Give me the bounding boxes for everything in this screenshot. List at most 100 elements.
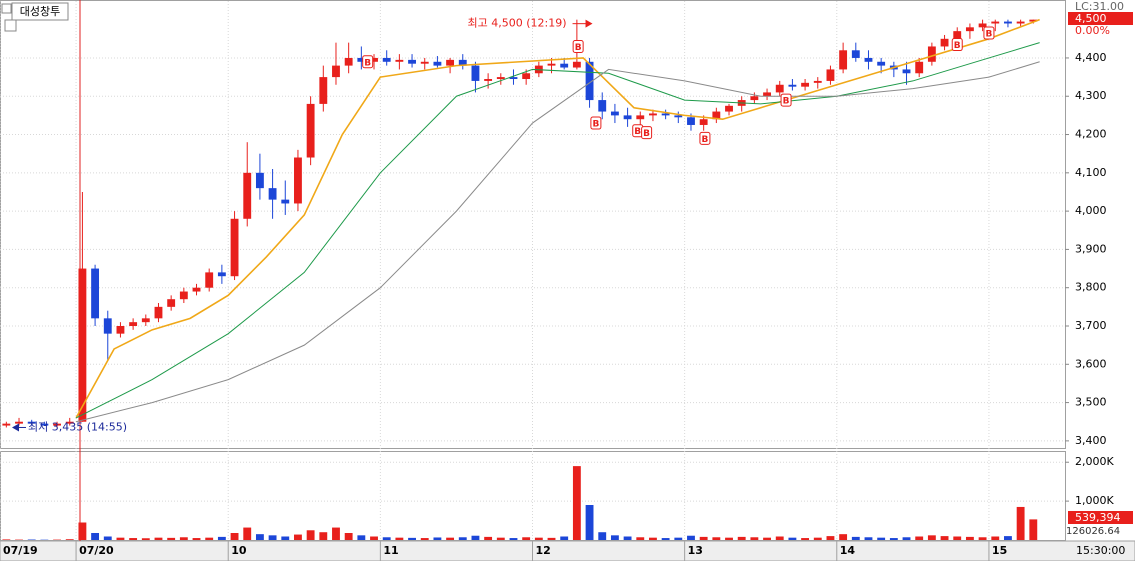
candle-body [763,92,771,96]
volume-bar [852,537,860,540]
candle-body [218,272,226,276]
x-tick-label: 13 [688,544,703,557]
volume-bar [814,538,822,540]
volume-bar [1029,519,1037,540]
volume-bar [839,534,847,540]
candle-body [611,112,619,116]
candle-body [827,69,835,80]
candle-body [649,113,657,115]
y-tick-label: 4,300 [1075,89,1107,102]
candle-body [395,60,403,62]
volume-bar [738,537,746,540]
volume-bar [903,537,911,540]
candle-body [928,46,936,61]
time-axis-band [0,541,1135,561]
candle-body [662,113,670,115]
candle-body [725,106,733,112]
volume-bar [307,530,315,540]
y-tick-label: 3,900 [1075,242,1107,255]
volume-bar [155,538,163,540]
candle-body [231,219,239,276]
volume-bar [560,537,568,540]
y-tick-label: 4,000 [1075,204,1107,217]
buy-marker-label: B [783,97,790,107]
candle-body [484,79,492,81]
volume-bar [1017,507,1025,540]
candle-body [433,62,441,66]
volume-bar [104,537,112,540]
candle-body [687,117,695,125]
volume-ma: 126026.64 [1066,526,1120,537]
volume-bar [611,535,619,540]
volume-bar [865,537,873,540]
y-tick-label: 3,400 [1075,434,1107,447]
x-tick-label: 10 [231,544,247,557]
volume-bar [827,536,835,540]
annotation: 최저 3,435 (14:55) [28,420,127,433]
volume-bar [281,537,289,540]
volume-bar [357,535,365,540]
volume-bar [459,537,467,540]
volume-bar [687,536,695,540]
volume-bar [117,538,125,540]
candle-body [865,58,873,62]
buy-marker-label: B [701,135,708,145]
volume-bar [256,534,264,540]
annotation: 최고 4,500 (12:19) [468,17,567,30]
candle-body [814,81,822,83]
candle-body [256,173,264,188]
candle-body [15,422,23,424]
volume-bar [319,532,327,540]
volume-bar [433,537,441,540]
volume-bar [801,538,809,540]
x-tick-label: 11 [383,544,398,557]
volume-bar [877,538,885,540]
candle-body [205,272,213,287]
volume-bar [662,538,670,540]
candle-body [903,69,911,73]
candle-body [1017,22,1025,24]
volume-bar [636,537,644,540]
buy-marker-label: B [592,120,599,130]
candle-body [2,424,10,426]
candle-body [142,318,150,322]
volume-last: 539,394 [1075,511,1121,524]
candle-body [953,31,961,39]
volume-bar [890,538,898,540]
volume-bar [294,535,302,540]
volume-bar [129,538,137,540]
candle-body [332,66,340,77]
table-icon[interactable] [5,20,16,31]
candle-body [167,299,175,307]
y-tick-label: 3,600 [1075,357,1107,370]
volume-bar [180,537,188,540]
candle-body [788,85,796,87]
candle-body [915,62,923,73]
volume-bar [383,537,391,540]
x-tick-label: 07/20 [79,544,114,557]
volume-bar [269,535,277,540]
time-label: 15:30:00 [1076,544,1125,557]
y-tick-label: 2,000K [1075,455,1114,468]
volume-bar [142,538,150,540]
buy-marker-label: B [575,43,582,53]
y-tick-label: 4,100 [1075,166,1107,179]
y-tick-label: 4,400 [1075,51,1107,64]
volume-bar [979,537,987,540]
candle-body [522,73,530,79]
change: 0.00% [1075,24,1110,37]
volume-bar [586,505,594,540]
volume-bar [472,536,480,540]
volume-bar [78,523,86,540]
candle-body [674,115,682,117]
panel-icon[interactable] [2,4,11,13]
candle-body [497,77,505,79]
candle-body [941,39,949,47]
volume-bar [788,538,796,540]
candle-body [383,58,391,62]
volume-bar [345,533,353,540]
volume-bar [915,537,923,540]
candle-body [78,269,86,422]
